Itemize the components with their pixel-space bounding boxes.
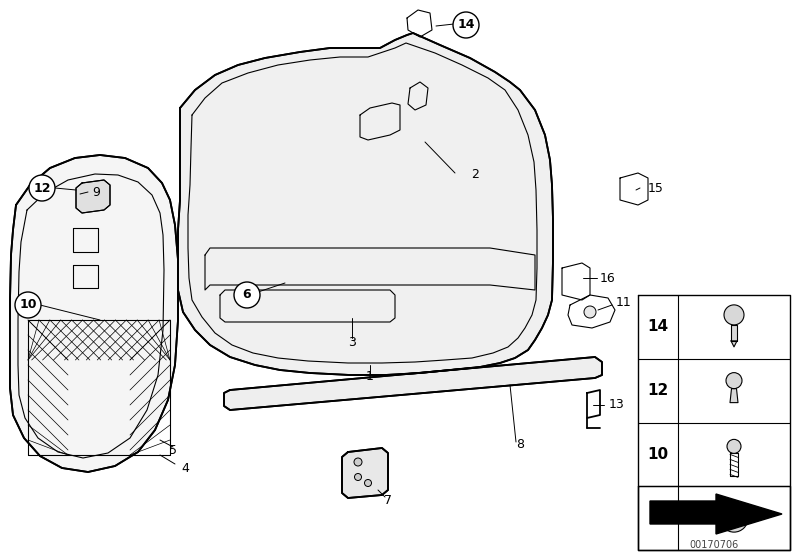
Circle shape (724, 305, 744, 325)
Circle shape (364, 480, 372, 486)
Text: 10: 10 (647, 447, 669, 462)
Text: 1: 1 (366, 371, 374, 383)
Polygon shape (224, 357, 602, 410)
Text: 10: 10 (19, 299, 37, 311)
Polygon shape (650, 494, 782, 534)
Polygon shape (731, 341, 737, 347)
Text: 8: 8 (516, 438, 524, 452)
Circle shape (720, 504, 748, 532)
Text: 14: 14 (457, 18, 475, 31)
Circle shape (584, 306, 596, 318)
Polygon shape (731, 325, 737, 341)
Polygon shape (730, 389, 738, 402)
Text: 14: 14 (647, 319, 669, 334)
Circle shape (354, 458, 362, 466)
Text: 4: 4 (181, 462, 189, 475)
Circle shape (727, 439, 741, 453)
Text: 9: 9 (92, 186, 100, 198)
Circle shape (29, 175, 55, 201)
Text: 13: 13 (609, 399, 625, 411)
Text: 6: 6 (243, 288, 252, 301)
Circle shape (453, 12, 479, 38)
Text: 16: 16 (600, 272, 616, 285)
Text: 3: 3 (348, 335, 356, 348)
Text: 15: 15 (648, 182, 664, 195)
Polygon shape (76, 180, 110, 213)
Polygon shape (10, 155, 178, 472)
Text: 12: 12 (647, 383, 669, 398)
Text: 12: 12 (34, 182, 51, 195)
Polygon shape (178, 33, 553, 375)
Text: 2: 2 (471, 168, 479, 182)
Text: 6: 6 (653, 510, 663, 525)
Circle shape (15, 292, 41, 318)
Text: 5: 5 (169, 443, 177, 457)
Circle shape (234, 282, 260, 308)
Circle shape (355, 473, 361, 481)
Polygon shape (342, 448, 388, 498)
Circle shape (726, 373, 742, 389)
Text: 00170706: 00170706 (690, 540, 738, 550)
Text: 7: 7 (384, 494, 392, 506)
Text: 11: 11 (616, 296, 632, 310)
